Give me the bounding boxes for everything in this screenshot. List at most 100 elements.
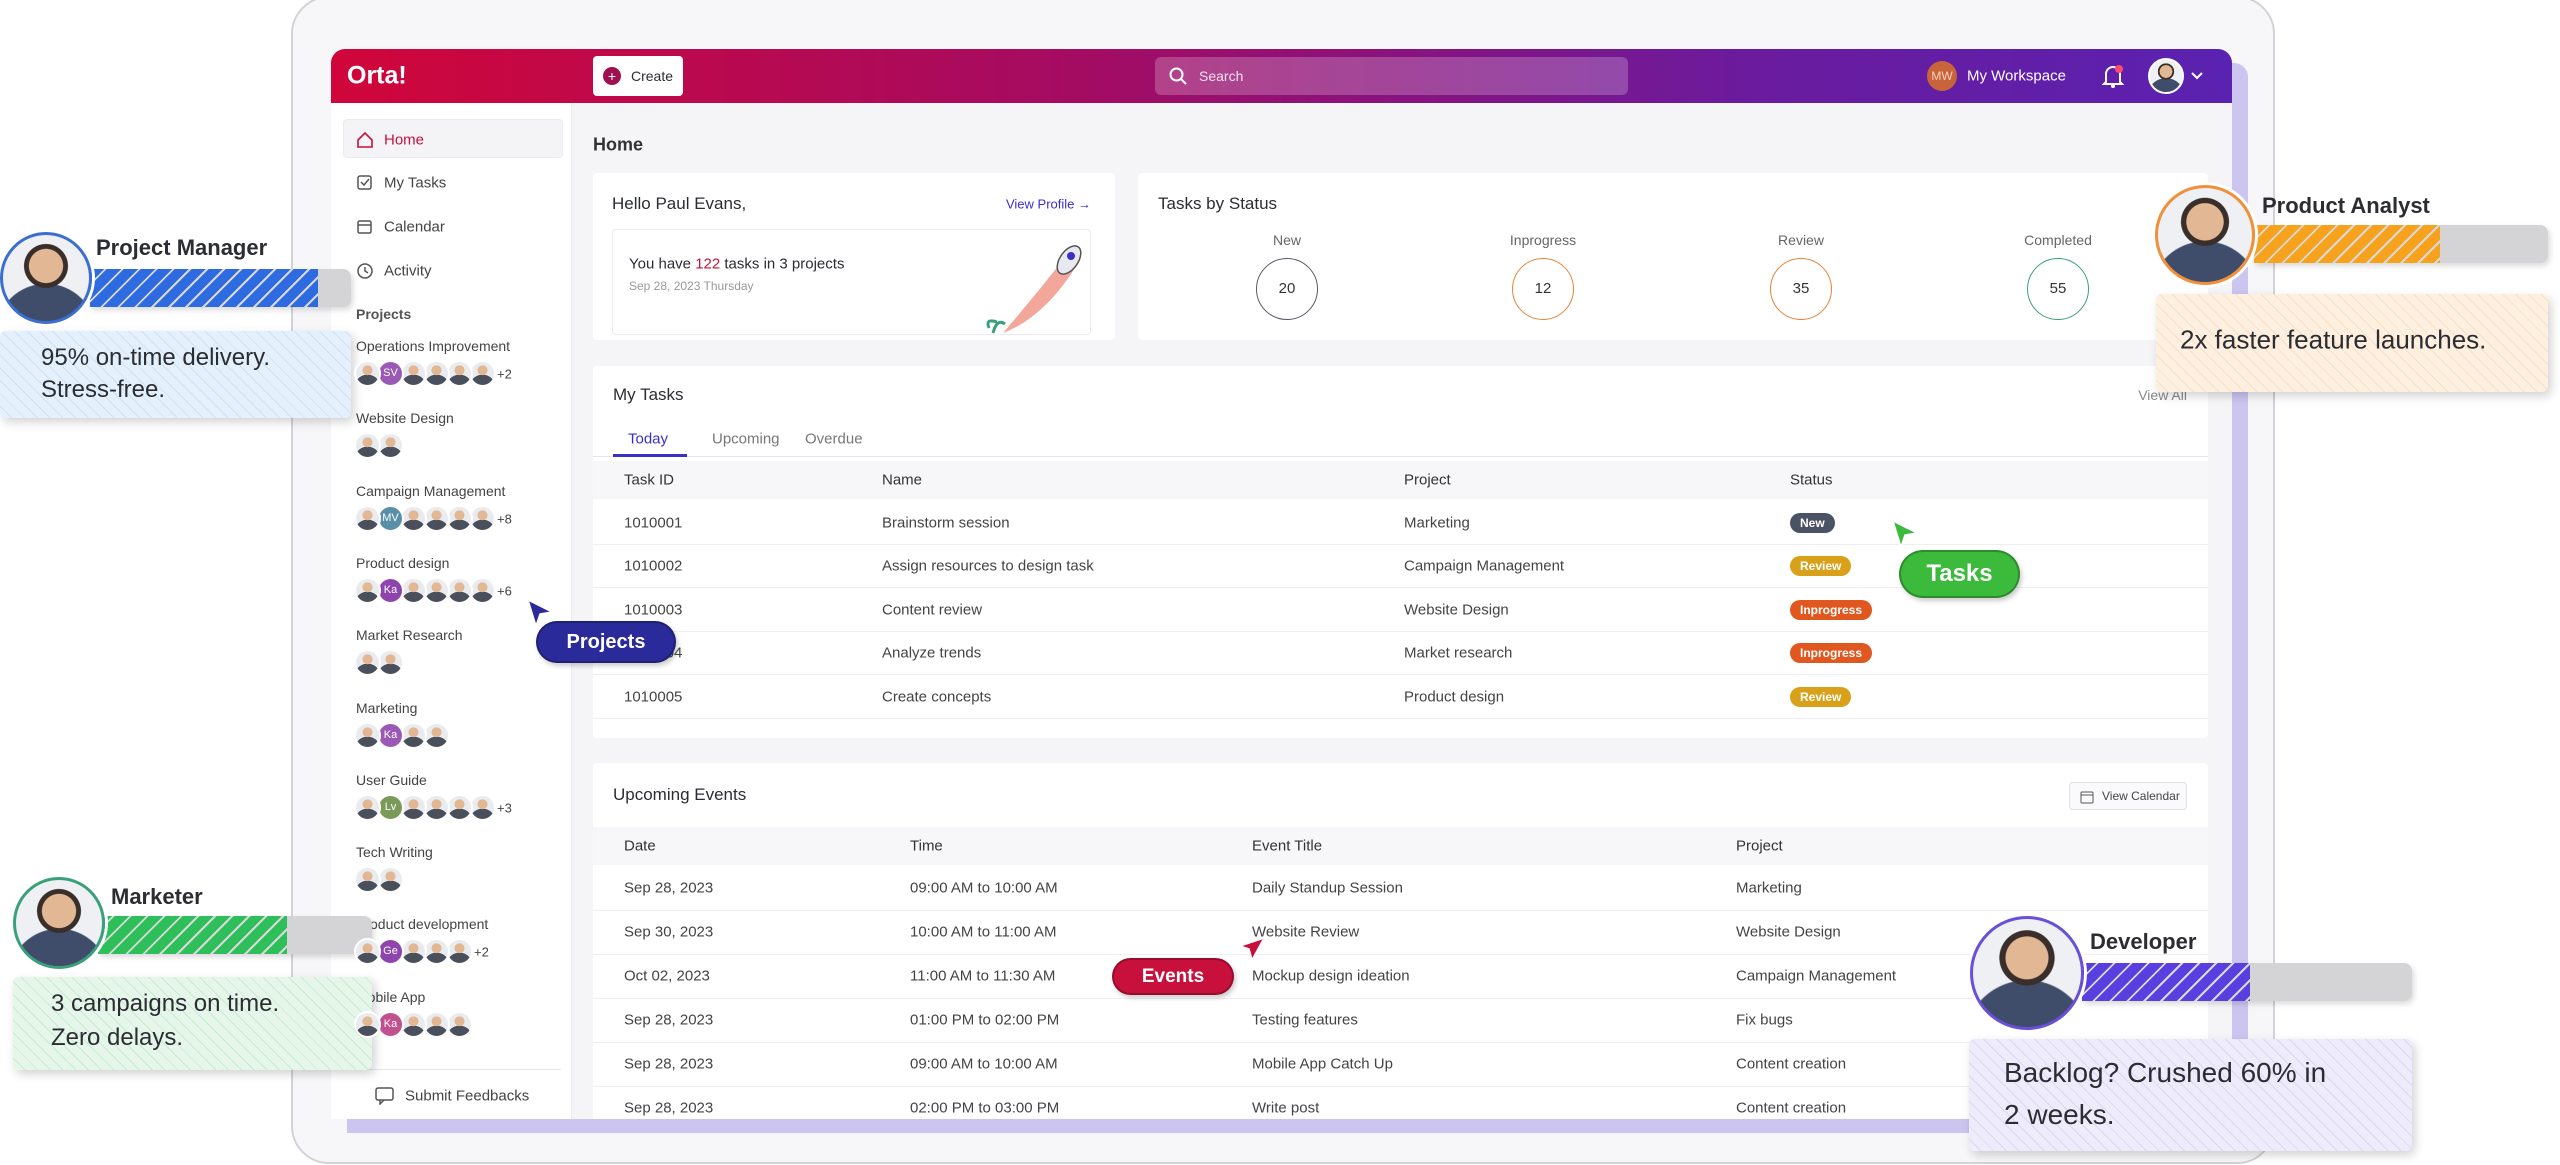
project-name[interactable]: Marketing: [356, 699, 418, 716]
bell-icon[interactable]: [2101, 63, 2125, 89]
row-border: [593, 717, 2208, 719]
project-name[interactable]: Market Research: [356, 627, 463, 644]
workspace-avatar: MW: [1927, 61, 1957, 91]
avatar: [469, 576, 496, 604]
project-name[interactable]: Product design: [356, 554, 450, 571]
cell: Daily Standup Session: [1252, 879, 1403, 897]
status-title: Tasks by Status: [1158, 194, 1278, 213]
column-header: Name: [882, 471, 923, 489]
cell: Create concepts: [882, 688, 992, 706]
tasks-title: My Tasks: [613, 385, 684, 404]
row-border: [593, 1086, 2208, 1087]
cell: Content review: [882, 601, 983, 619]
project-name[interactable]: User Guide: [356, 771, 427, 788]
rocket-illustration: [986, 245, 1082, 334]
quote-line: 3 campaigns on time.: [51, 990, 280, 1017]
avatar-initials: Ka: [377, 721, 404, 749]
avatar-initials: Ka: [377, 1010, 404, 1038]
nav-item[interactable]: Activity: [384, 262, 432, 280]
cell: Marketing: [1404, 514, 1470, 532]
profile-avatar[interactable]: [2148, 58, 2184, 94]
tab[interactable]: Overdue: [805, 430, 863, 448]
nav-icon: [357, 131, 373, 148]
cell: Testing features: [1252, 1011, 1358, 1029]
chevron: [2191, 72, 2203, 80]
column-header: Event Title: [1252, 837, 1323, 855]
project-name[interactable]: Tech Writing: [356, 844, 433, 861]
cell: Write post: [1252, 1099, 1320, 1117]
avatar: [446, 1010, 473, 1038]
project-name[interactable]: Operations Improvement: [356, 338, 511, 354]
avatar: [400, 721, 427, 749]
cell: Sep 28, 2023: [624, 1055, 714, 1073]
cell: Mockup design ideation: [1252, 967, 1410, 985]
avatar-more: +6: [497, 583, 512, 599]
project-name[interactable]: Mobile App: [356, 988, 426, 1005]
events-card: Upcoming Events View Calendar Date Time Ev…: [593, 763, 2208, 1119]
avatar-more: +2: [497, 366, 512, 382]
cell: Sep 28, 2023: [624, 1099, 714, 1117]
nav-item[interactable]: My Tasks: [384, 174, 447, 192]
feedback-link[interactable]: Submit Feedbacks: [405, 1087, 530, 1105]
avatar: [354, 866, 381, 894]
column-header: Date: [624, 837, 656, 855]
nav-item[interactable]: Calendar: [384, 218, 445, 236]
cell: 09:00 AM to 10:00 AM: [910, 1055, 1058, 1073]
project-name[interactable]: Product development: [356, 916, 489, 933]
tab-underline: [613, 454, 687, 457]
greeting-title: Hello Paul Evans,: [612, 194, 747, 213]
greeting-card: Hello Paul Evans, View Profile → You hav…: [593, 173, 1115, 340]
avatar: [423, 504, 450, 532]
status-badge: Inprogress: [1790, 599, 1873, 620]
workspace-name[interactable]: My Workspace: [1967, 67, 2066, 85]
row-border: [593, 630, 2208, 632]
table-header: [593, 461, 2208, 499]
cell: Fix bugs: [1736, 1011, 1793, 1029]
project-name[interactable]: Campaign Management: [356, 482, 506, 499]
view-profile[interactable]: View Profile →: [1005, 196, 1091, 212]
create-button[interactable]: + Create: [593, 56, 683, 96]
avatar: [423, 360, 450, 387]
avatar-more: +2: [474, 944, 489, 960]
create-label: Create: [631, 68, 674, 84]
cell: Mobile App Catch Up: [1252, 1055, 1393, 1073]
project-name[interactable]: Website Design: [356, 410, 454, 427]
quote-line: Stress-free.: [41, 376, 166, 403]
avatar: [354, 360, 381, 387]
cell: 1010003: [624, 601, 683, 619]
tasks-card: My Tasks View All Today Upcoming Overdue Ta…: [593, 366, 2208, 738]
cell: Assign resources to design task: [882, 557, 1094, 575]
nav-icon: [357, 263, 373, 279]
cell: Campaign Management: [1404, 557, 1565, 575]
search-box[interactable]: Search: [1155, 57, 1628, 95]
avatar-initials: Lv: [377, 793, 404, 821]
avatar: [423, 793, 450, 821]
tab[interactable]: Upcoming: [712, 430, 780, 448]
view-all[interactable]: View All: [2138, 387, 2187, 403]
feedback-icon: [375, 1087, 394, 1105]
tab[interactable]: Today: [628, 430, 669, 448]
view-calendar-button[interactable]: View Calendar: [2069, 782, 2187, 810]
avatar: [423, 721, 450, 749]
app-window: Orta! + Create Search MW My Workspace Su…: [331, 49, 2232, 1119]
cell: 1010001: [624, 514, 683, 532]
progress-bar: [2254, 225, 2548, 263]
tab-separator: [593, 456, 2208, 457]
row-border: [593, 954, 2208, 955]
avatar-initials: Ge: [377, 938, 404, 966]
avatar: [354, 649, 381, 677]
search-icon: [1169, 67, 1187, 85]
cell: Sep 30, 2023: [624, 923, 714, 941]
nav-item[interactable]: Home: [384, 131, 425, 149]
cell: 1010002: [624, 557, 683, 575]
summary-date: Sep 28, 2023 Thursday: [629, 279, 754, 293]
logo[interactable]: Orta!: [347, 61, 407, 90]
cell: Website Design: [1736, 923, 1841, 941]
status-circle: 20: [1256, 258, 1318, 320]
avatar: [400, 504, 427, 532]
view-calendar-label: View Calendar: [2102, 789, 2180, 803]
avatar: [400, 576, 427, 604]
table-header: [593, 827, 2208, 865]
cell: Product design: [1404, 688, 1505, 706]
